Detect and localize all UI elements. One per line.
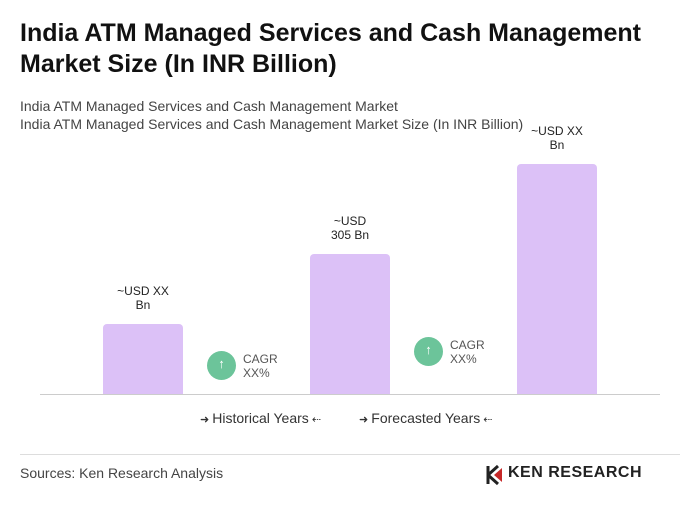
cagr-label: CAGR XX%: [450, 338, 485, 366]
period-label: Historical Years: [200, 410, 321, 426]
baseline: [40, 394, 660, 395]
source: Sources: Ken Research Analysis: [20, 465, 224, 481]
subtitle: India ATM Managed Services and Cash Mana…: [20, 98, 398, 114]
value-label: ~USD XX Bn: [117, 284, 169, 313]
divider: [20, 454, 680, 455]
cagr-icon: [207, 351, 236, 380]
logo-icon: [486, 464, 502, 486]
cagr-icon: [414, 337, 443, 366]
chart-title: India ATM Managed Services and Cash Mana…: [20, 19, 641, 78]
bar: [517, 164, 597, 394]
bar: [103, 324, 183, 394]
period-label: Forecasted Years: [359, 410, 493, 426]
value-label: ~USD 305 Bn: [330, 213, 370, 242]
subtitle: India ATM Managed Services and Cash Mana…: [20, 116, 524, 132]
cagr-label: CAGR XX%: [243, 352, 278, 380]
bar: [310, 253, 390, 394]
logo-text: KEN RESEARCH: [508, 464, 643, 481]
value-label: ~USD XX Bn: [531, 124, 583, 152]
